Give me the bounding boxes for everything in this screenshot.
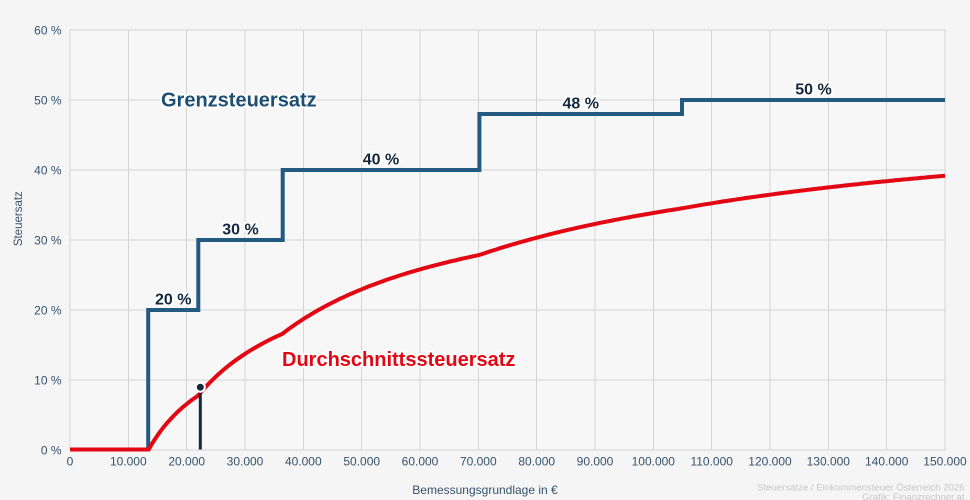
svg-text:Grafik: Finanzrechner.at: Grafik: Finanzrechner.at: [862, 492, 965, 500]
svg-text:10 %: 10 %: [34, 374, 62, 388]
svg-text:100.000: 100.000: [632, 455, 676, 469]
svg-text:30 %: 30 %: [222, 222, 258, 239]
svg-text:150.000: 150.000: [923, 455, 967, 469]
svg-text:Steuersatz: Steuersatz: [13, 191, 25, 246]
svg-text:40 %: 40 %: [363, 152, 399, 169]
svg-text:130.000: 130.000: [807, 455, 851, 469]
svg-text:140.000: 140.000: [865, 455, 909, 469]
svg-text:Durchschnittssteuersatz: Durchschnittssteuersatz: [282, 349, 515, 371]
svg-text:50 %: 50 %: [34, 94, 62, 108]
svg-text:Steuersätze / Einkommensteuer: Steuersätze / Einkommensteuer Österreich…: [757, 482, 964, 493]
svg-text:0 %: 0 %: [41, 444, 62, 458]
svg-text:40.000: 40.000: [285, 455, 322, 469]
svg-text:90.000: 90.000: [577, 455, 614, 469]
svg-text:40 %: 40 %: [34, 164, 62, 178]
svg-text:20.000: 20.000: [168, 455, 205, 469]
svg-text:48 %: 48 %: [562, 96, 598, 113]
svg-text:120.000: 120.000: [748, 455, 792, 469]
svg-text:20 %: 20 %: [34, 304, 62, 318]
svg-text:Bemessungsgrundlage in €: Bemessungsgrundlage in €: [412, 483, 558, 497]
svg-text:30.000: 30.000: [227, 455, 264, 469]
svg-text:50 %: 50 %: [795, 82, 831, 99]
svg-text:30 %: 30 %: [34, 234, 62, 248]
svg-text:70.000: 70.000: [460, 455, 497, 469]
svg-text:50.000: 50.000: [343, 455, 380, 469]
svg-text:10.000: 10.000: [110, 455, 147, 469]
svg-text:0: 0: [67, 455, 74, 469]
svg-text:Grenzsteuersatz: Grenzsteuersatz: [161, 90, 317, 112]
svg-text:20 %: 20 %: [155, 292, 191, 309]
svg-text:60 %: 60 %: [34, 24, 62, 38]
svg-text:110.000: 110.000: [690, 455, 733, 469]
svg-text:80.000: 80.000: [518, 455, 555, 469]
svg-text:60.000: 60.000: [402, 455, 439, 469]
